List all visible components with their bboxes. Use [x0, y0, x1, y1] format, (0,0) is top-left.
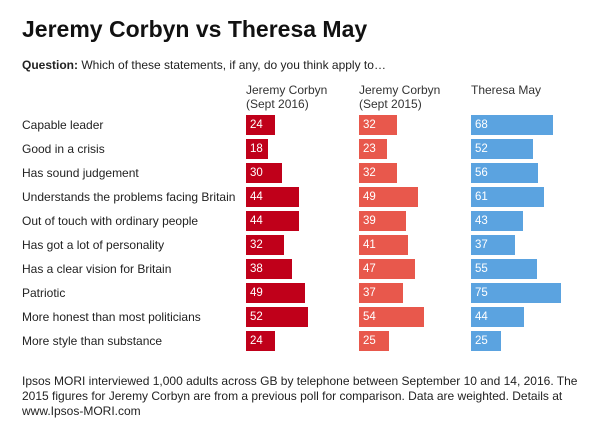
bar-value-label: 49: [363, 191, 376, 203]
category-label: Has got a lot of personality: [22, 238, 165, 252]
bar-value-label: 49: [250, 287, 263, 299]
bar-value-label: 75: [475, 287, 488, 299]
bar-series-1: [359, 259, 416, 279]
bar-value-label: 44: [250, 215, 263, 227]
bar-value-label: 43: [475, 215, 488, 227]
bar-series-2: [471, 187, 545, 207]
category-label: Capable leader: [22, 118, 104, 132]
bar-series-1: [359, 283, 404, 303]
bar-series-0: [246, 139, 268, 159]
bar-value-label: 47: [363, 263, 376, 275]
bar-value-label: 18: [250, 143, 263, 155]
bar-series-0: [246, 307, 309, 327]
bar-value-label: 24: [250, 119, 263, 131]
bar-series-2: [471, 235, 516, 255]
bar-series-0: [246, 187, 299, 207]
bar-series-1: [359, 115, 398, 135]
bar-series-0: [246, 163, 282, 183]
bar-value-label: 25: [475, 335, 488, 347]
bar-series-2: [471, 307, 524, 327]
bar-value-label: 52: [475, 143, 488, 155]
bar-series-2: [471, 163, 539, 183]
bar-value-label: 37: [363, 287, 376, 299]
series-header-0: Jeremy Corbyn (Sept 2016): [246, 83, 328, 111]
bar-series-2: [471, 211, 523, 231]
bar-series-2: [471, 283, 561, 303]
bar-value-label: 30: [250, 167, 263, 179]
bar-series-2: [471, 259, 537, 279]
category-label: Out of touch with ordinary people: [22, 214, 199, 228]
bar-series-0: [246, 115, 275, 135]
chart-title: Jeremy Corbyn vs Theresa May: [22, 16, 368, 42]
bar-series-2: [471, 115, 553, 135]
category-label: Understands the problems facing Britain: [22, 190, 236, 204]
bar-series-1: [359, 235, 409, 255]
bar-value-label: 44: [250, 191, 263, 203]
category-label: Has sound judgement: [22, 166, 139, 180]
question-body: Which of these statements, if any, do yo…: [81, 58, 386, 72]
bar-value-label: 24: [250, 335, 263, 347]
bar-series-1: [359, 211, 406, 231]
category-label: More style than substance: [22, 334, 163, 348]
bar-value-label: 25: [363, 335, 376, 347]
question-text: Question: Which of these statements, if …: [22, 58, 386, 72]
bar-value-label: 37: [475, 239, 488, 251]
series-header-1: Jeremy Corbyn (Sept 2015): [359, 83, 441, 111]
bar-value-label: 32: [363, 167, 376, 179]
footnote: Ipsos MORI interviewed 1,000 adults acro…: [22, 374, 578, 418]
series-header-2: Theresa May: [471, 83, 542, 97]
bar-series-1: [359, 139, 387, 159]
bar-value-label: 56: [475, 167, 488, 179]
bar-series-2: [471, 139, 534, 159]
bar-value-label: 38: [250, 263, 263, 275]
bar-series-0: [246, 331, 275, 351]
category-label: Good in a crisis: [22, 142, 105, 156]
bar-value-label: 44: [475, 311, 488, 323]
category-label: Has a clear vision for Britain: [22, 262, 172, 276]
bar-series-0: [246, 211, 299, 231]
bar-value-label: 32: [363, 119, 376, 131]
bar-value-label: 55: [475, 263, 488, 275]
bar-series-1: [359, 331, 389, 351]
bar-series-1: [359, 187, 418, 207]
bar-value-label: 23: [363, 143, 376, 155]
category-label: Patriotic: [22, 286, 66, 300]
bar-value-label: 41: [363, 239, 376, 251]
bar-series-0: [246, 283, 305, 303]
bar-value-label: 61: [475, 191, 488, 203]
bar-series-0: [246, 235, 285, 255]
bar-value-label: 32: [250, 239, 263, 251]
bar-series-1: [359, 307, 424, 327]
category-label: More honest than most politicians: [22, 310, 201, 324]
bar-series-0: [246, 259, 292, 279]
bar-series-1: [359, 163, 398, 183]
bar-series-2: [471, 331, 501, 351]
question-label: Question:: [22, 58, 78, 72]
bar-value-label: 54: [363, 311, 376, 323]
bar-value-label: 39: [363, 215, 376, 227]
bar-value-label: 68: [475, 119, 488, 131]
bar-value-label: 52: [250, 311, 263, 323]
